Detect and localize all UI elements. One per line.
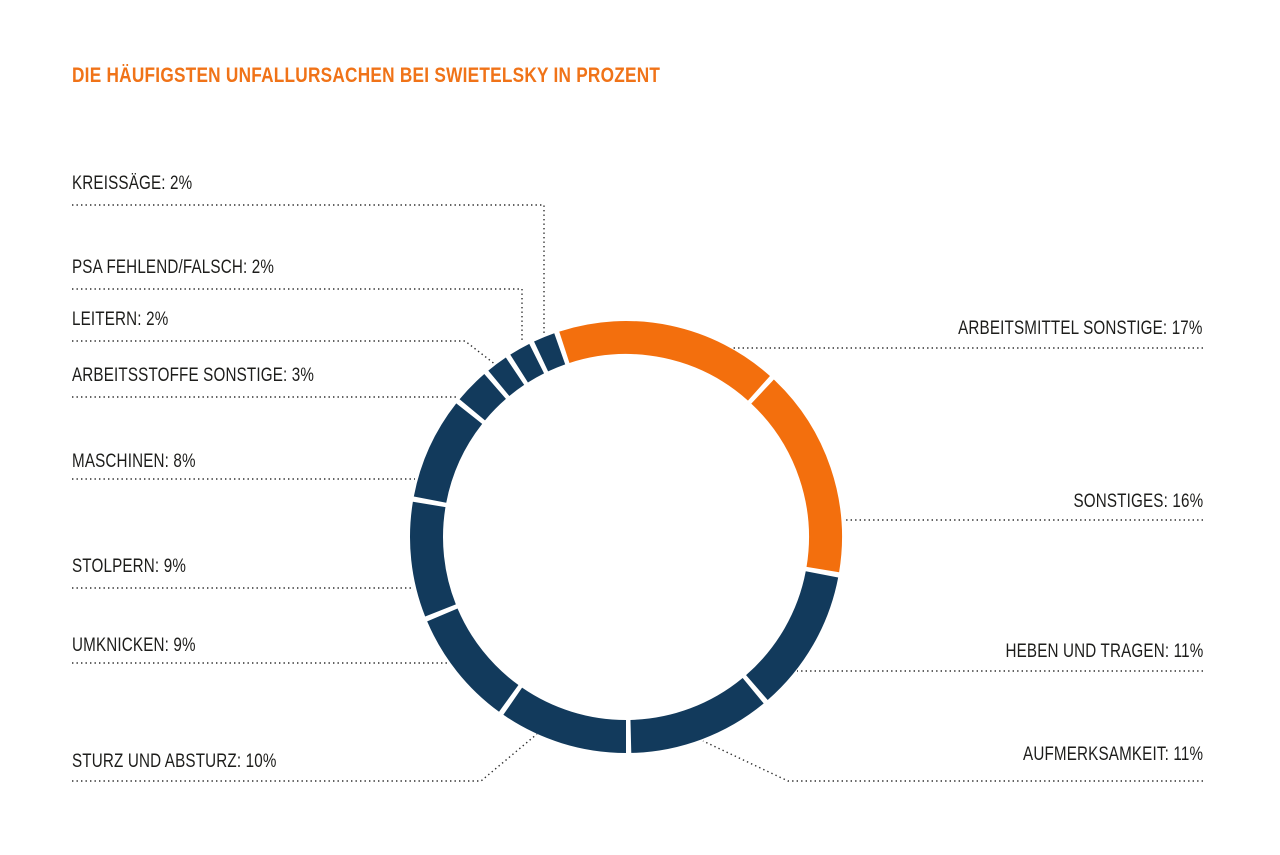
segment-label-umknicken: UMKNICKEN: 9% — [72, 635, 196, 656]
segment-label-arbeitsstoffe: ARBEITSSTOFFE SONSTIGE: 3% — [72, 365, 315, 386]
segment-label-arbeitsmittel: ARBEITSMITTEL SONSTIGE: 17% — [958, 318, 1203, 339]
segment-aufmerksamkeit — [630, 677, 764, 753]
donut-segments — [410, 321, 842, 753]
segment-kreissaege — [534, 333, 566, 372]
segment-stolpern — [410, 501, 456, 617]
leader-line-psa — [72, 288, 523, 343]
segment-arbeitsstoffe — [459, 373, 507, 421]
segment-label-heben: HEBEN UND TRAGEN: 11% — [1005, 641, 1203, 662]
segment-heben — [745, 570, 839, 701]
segment-sonstiges — [751, 379, 842, 573]
segment-label-sturz: STURZ UND ABSTURZ: 10% — [72, 751, 277, 772]
segment-leitern — [488, 357, 525, 397]
segment-psa — [510, 343, 545, 383]
chart-title: DIE HÄUFIGSTEN UNFALLURSACHEN BEI SWIETE… — [72, 64, 661, 87]
leader-line-sturz — [72, 733, 538, 782]
segment-umknicken — [427, 608, 519, 712]
segment-label-aufmerksamkeit: AUFMERKSAMKEIT: 11% — [1022, 744, 1203, 765]
leader-line-aufmerksamkeit — [702, 740, 1203, 782]
segment-label-maschinen: MASCHINEN: 8% — [72, 451, 196, 472]
segment-sturz — [503, 687, 627, 753]
segment-label-sonstiges: SONSTIGES: 16% — [1073, 491, 1203, 512]
segment-maschinen — [413, 403, 483, 504]
leader-line-leitern — [72, 340, 497, 366]
segment-label-stolpern: STOLPERN: 9% — [72, 556, 186, 577]
segment-label-psa: PSA FEHLEND/FALSCH: 2% — [72, 257, 275, 278]
segment-label-leitern: LEITERN: 2% — [72, 309, 169, 330]
leader-lines — [72, 204, 1203, 782]
segment-arbeitsmittel — [559, 321, 770, 401]
segment-label-kreissaege: KREISSÄGE: 2% — [72, 173, 193, 194]
